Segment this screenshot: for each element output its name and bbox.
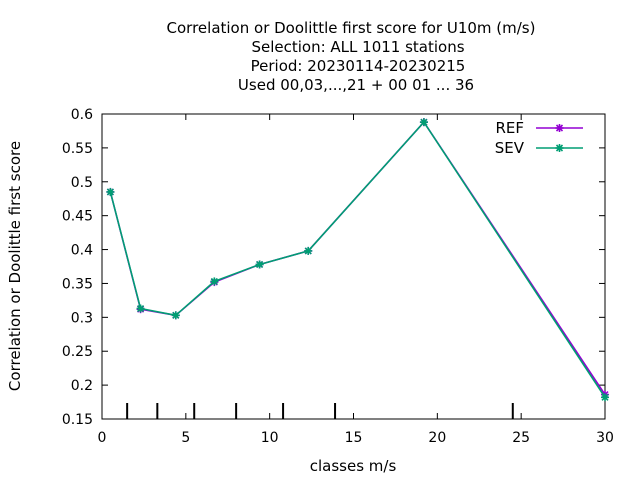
- x-tick-label: 20: [428, 430, 446, 446]
- legend-marker: [555, 124, 564, 132]
- y-tick-label: 0.35: [62, 276, 93, 292]
- legend-marker: [555, 144, 564, 152]
- title-line-3: Period: 20230114-20230215: [251, 57, 466, 75]
- series-line-ref: [109, 121, 606, 396]
- legend-label: REF: [495, 119, 524, 137]
- x-tick-label: 15: [345, 430, 363, 446]
- y-tick-label: 0.25: [62, 344, 93, 360]
- y-tick-label: 0.55: [62, 141, 93, 157]
- x-tick-label: 30: [596, 430, 614, 446]
- x-tick-label: 0: [98, 430, 107, 446]
- legend-item-ref: REF: [495, 119, 583, 137]
- y-tick-label: 0.5: [71, 175, 93, 191]
- title-line-4: Used 00,03,...,21 + 00 01 ... 36: [238, 76, 474, 94]
- class-boundary-marks: [126, 403, 514, 419]
- title-line-1: Correlation or Doolittle first score for…: [167, 19, 536, 37]
- x-tick-label: 5: [181, 430, 190, 446]
- data-point-sev: [210, 277, 219, 286]
- plot-frame: [101, 113, 606, 420]
- y-tick-label: 0.4: [71, 243, 93, 259]
- y-tick-label: 0.2: [71, 378, 93, 394]
- x-axis-ticks: 0 5 10 15 20 25 30: [98, 114, 614, 446]
- chart-title: Correlation or Doolittle first score for…: [167, 19, 536, 94]
- x-tick-label: 25: [512, 430, 530, 446]
- data-point-sev: [171, 311, 180, 320]
- series-layer: [106, 118, 609, 402]
- y-tick-label: 0.15: [62, 412, 93, 428]
- title-line-2: Selection: ALL 1011 stations: [251, 38, 464, 56]
- data-point-sev: [601, 393, 609, 402]
- y-tick-label: 0.45: [62, 209, 93, 225]
- legend-label: SEV: [495, 139, 525, 157]
- data-point-sev: [255, 260, 264, 269]
- series-sev: [106, 118, 609, 402]
- x-axis-label: classes m/s: [310, 457, 397, 475]
- x-tick-label: 10: [261, 430, 279, 446]
- y-tick-label: 0.6: [71, 107, 93, 123]
- data-point-sev: [106, 187, 115, 196]
- series-line-sev: [109, 121, 606, 398]
- data-point-sev: [136, 304, 145, 313]
- y-axis-label: Correlation or Doolittle first score: [6, 141, 24, 391]
- series-ref: [106, 118, 609, 399]
- y-tick-label: 0.3: [71, 310, 93, 326]
- data-point-sev: [419, 118, 428, 127]
- legend: REF SEV: [495, 119, 583, 157]
- data-point-sev: [304, 246, 313, 255]
- y-axis-ticks: 0.15 0.2 0.25 0.3 0.35 0.4 0.45 0.5 0.55 0.6: [62, 107, 605, 428]
- legend-item-sev: SEV: [495, 139, 583, 157]
